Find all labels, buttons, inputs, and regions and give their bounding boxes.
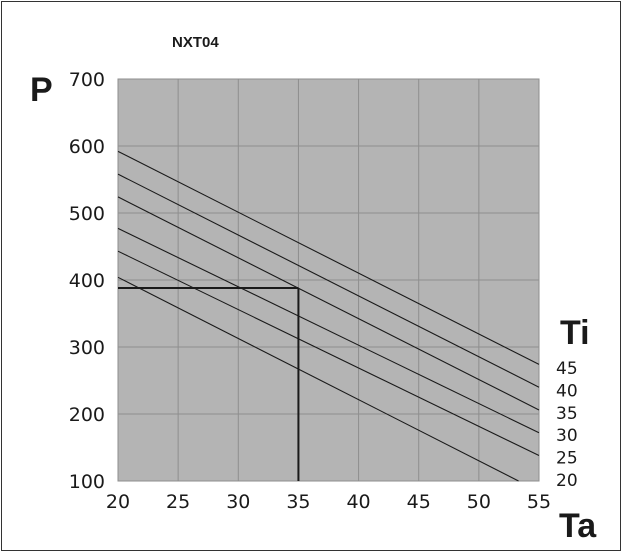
x-tick-labels: 20 25 30 35 40 45 50 55	[106, 491, 551, 513]
series-line-20	[117, 276, 519, 482]
x-tick-label: 50	[467, 491, 491, 513]
series-label-25: 25	[556, 449, 578, 469]
x-tick-label: 30	[226, 491, 250, 513]
x-axis-label: Ta	[559, 507, 597, 545]
x-tick-label: 55	[527, 491, 551, 513]
series-line-30	[117, 227, 540, 434]
y-tick-label: 700	[69, 69, 105, 91]
y-tick-labels: 100 200 300 400 500 600 700	[69, 69, 105, 493]
y-tick-label: 200	[69, 404, 105, 426]
y-tick-label: 600	[69, 136, 105, 158]
series-label-45: 45	[556, 359, 578, 379]
reference-lines	[118, 287, 300, 481]
y-tick-label: 300	[69, 337, 105, 359]
series-line-45	[117, 150, 540, 365]
x-tick-label: 40	[346, 491, 370, 513]
series-label-35: 35	[556, 404, 578, 424]
series-label-40: 40	[556, 381, 578, 401]
chart-title: NXT04	[172, 34, 219, 51]
y-axis-label: P	[30, 71, 53, 109]
series-lines	[117, 150, 540, 482]
y-tick-label: 100	[69, 471, 105, 493]
y-tick-label: 500	[69, 203, 105, 225]
series-line-40	[117, 173, 540, 388]
series-line-25	[117, 250, 540, 457]
series-label-20: 20	[556, 471, 578, 491]
series-line-35	[117, 196, 540, 411]
series-label-30: 30	[556, 426, 578, 446]
x-tick-label: 35	[286, 491, 310, 513]
y-tick-label: 400	[69, 270, 105, 292]
x-tick-label: 20	[106, 491, 130, 513]
x-tick-label: 25	[166, 491, 190, 513]
x-tick-label: 45	[407, 491, 431, 513]
grid	[117, 78, 540, 482]
legend-title: Ti	[560, 314, 590, 352]
